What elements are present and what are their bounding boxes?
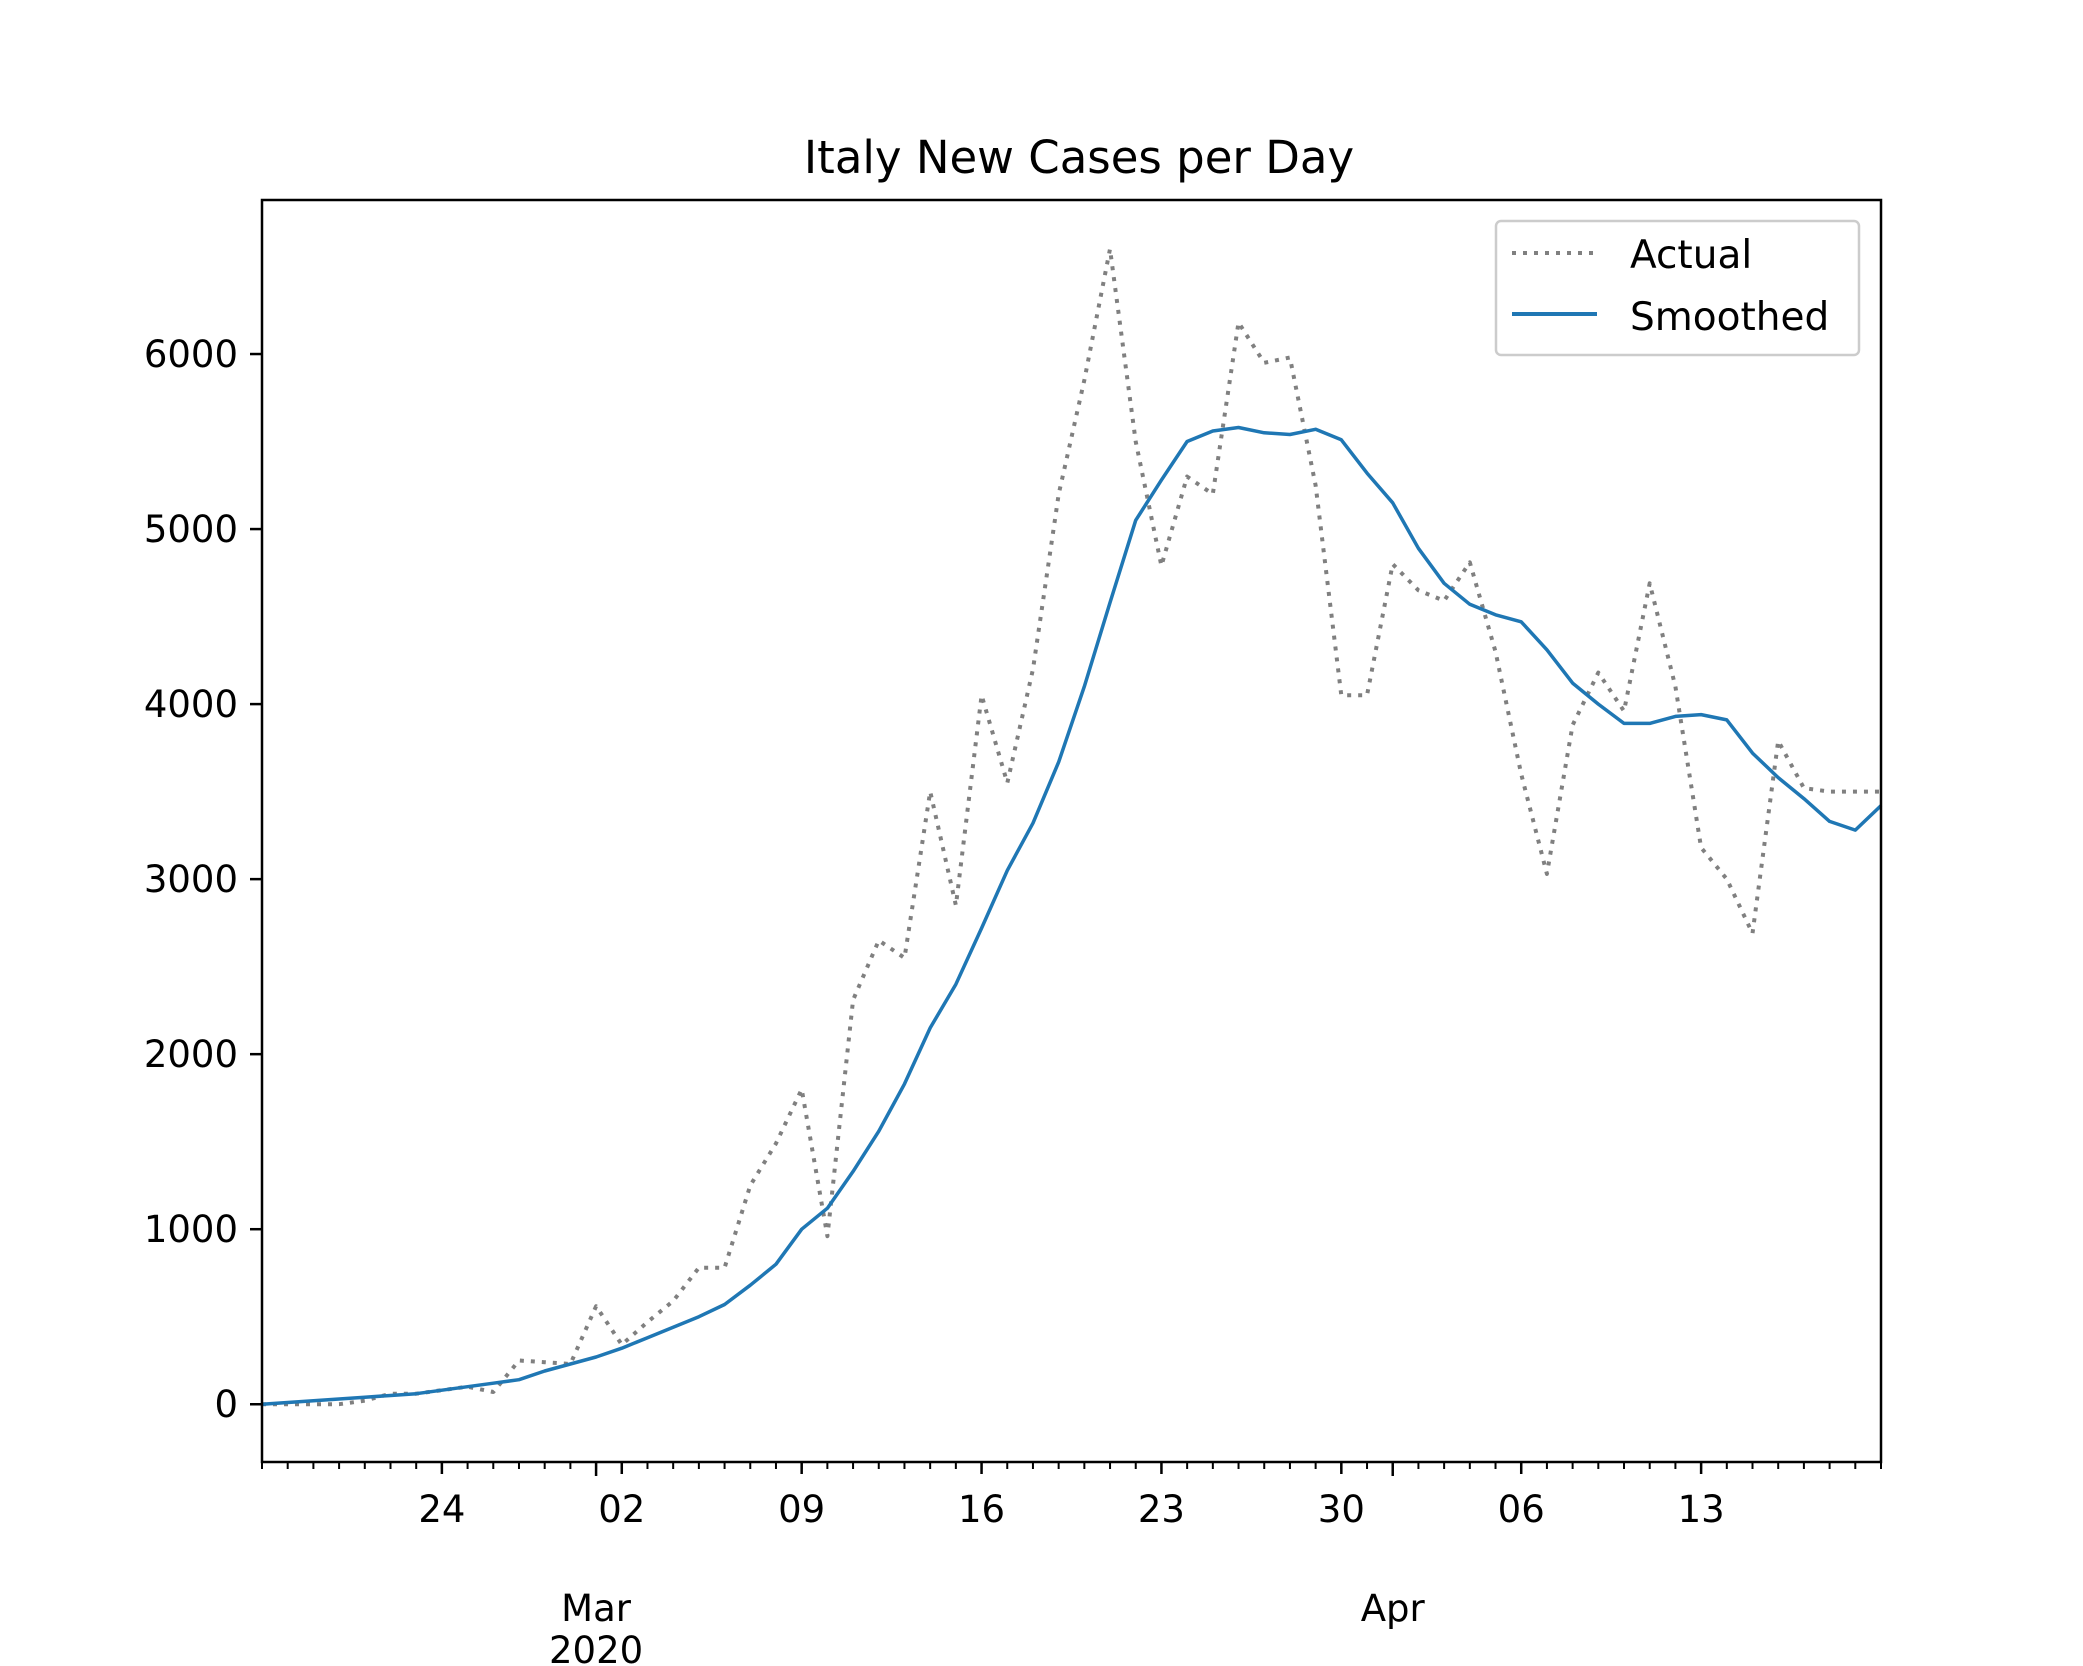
y-tick-label: 3000: [144, 858, 238, 901]
series-line-smoothed: [261, 425, 1883, 1406]
y-tick-label: 2000: [144, 1033, 238, 1076]
series-line-actual: [262, 247, 1881, 1407]
y-tick-label: 6000: [144, 333, 238, 376]
legend: Actual Smoothed: [1494, 219, 1861, 357]
x-tick-label: 09: [778, 1488, 825, 1531]
x-tick-label: 06: [1498, 1488, 1545, 1531]
x-tick-label: 30: [1318, 1488, 1365, 1531]
x-tick-label: 24: [418, 1488, 465, 1531]
x-month-label: Apr: [1361, 1587, 1426, 1630]
y-tick-label: 4000: [144, 683, 238, 726]
chart-title: Italy New Cases per Day: [804, 131, 1354, 184]
x-year-label: 2020: [549, 1629, 643, 1666]
x-tick-label: 16: [958, 1488, 1005, 1531]
y-axis: 0 1000 2000 3000 4000 5000 6000: [144, 333, 262, 1426]
series-layer: [261, 247, 1883, 1407]
y-tick-label: 5000: [144, 508, 238, 551]
x-tick-label: 23: [1138, 1488, 1185, 1531]
legend-smoothed-label: Smoothed: [1630, 295, 1829, 340]
y-tick-label: 1000: [144, 1208, 238, 1251]
x-month-label: Mar: [561, 1587, 632, 1630]
axes-frame: [260, 198, 1883, 1464]
legend-box: [1494, 219, 1861, 357]
x-tick-label: 02: [598, 1488, 645, 1531]
y-tick-label: 0: [214, 1383, 238, 1426]
x-tick-label: 13: [1678, 1488, 1725, 1531]
legend-actual-label: Actual: [1630, 233, 1752, 278]
